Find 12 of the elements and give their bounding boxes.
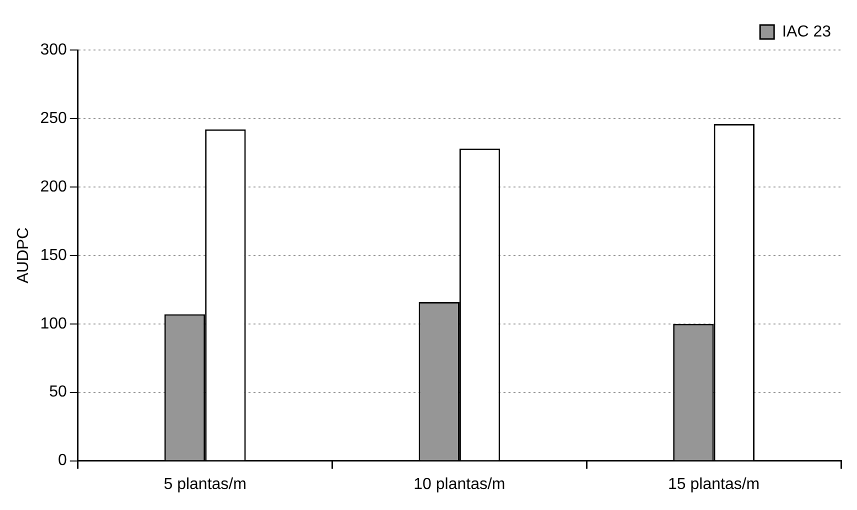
y-tick-label: 50 [49, 384, 67, 401]
y-tick-label: 300 [40, 41, 67, 58]
y-tick-label: 100 [40, 315, 67, 332]
y-tick-label: 150 [40, 246, 67, 264]
x-tick-label: 15 plantas/m [668, 476, 760, 493]
y-tick-label: 200 [40, 178, 67, 196]
legend-label: IAC 23 [782, 23, 832, 40]
x-tick-label: 5 plantas/m [164, 476, 246, 493]
y-tick-label: 250 [40, 110, 67, 127]
y-axis-title: AUDPC [15, 227, 32, 284]
x-tick-label: 10 plantas/m [414, 476, 506, 493]
y-tick-label: 0 [58, 452, 67, 470]
